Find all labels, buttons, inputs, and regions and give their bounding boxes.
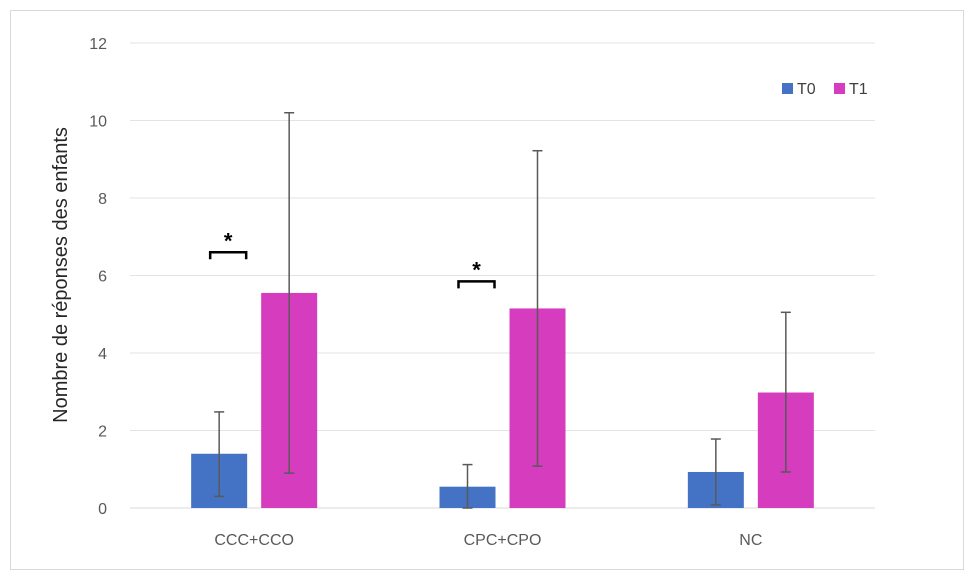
significance-annotations: ** xyxy=(208,228,496,289)
y-tick-label: 8 xyxy=(98,191,107,208)
x-tick-label: CCC+CCO xyxy=(214,532,294,549)
y-tick-label: 6 xyxy=(98,269,107,286)
legend-label: T1 xyxy=(849,81,868,98)
significance-star: * xyxy=(224,228,233,253)
y-axis-title: Nombre de réponses des enfants xyxy=(50,127,72,423)
error-bar xyxy=(780,311,791,473)
error-bar xyxy=(462,463,473,509)
error-bar xyxy=(532,149,543,467)
y-tick-label: 0 xyxy=(98,501,107,518)
x-tick-label: CPC+CPO xyxy=(464,532,542,549)
legend-label: T0 xyxy=(797,81,816,98)
significance-bracket: * xyxy=(208,228,248,260)
x-tick-label: NC xyxy=(739,532,762,549)
y-tick-label: 10 xyxy=(89,114,107,131)
error-bars xyxy=(214,112,791,509)
legend-swatch xyxy=(834,83,845,94)
significance-star: * xyxy=(472,257,481,282)
legend: T0 T1 xyxy=(782,81,868,98)
y-axis-ticks: 0 2 4 6 8 10 12 xyxy=(89,36,107,518)
gridlines xyxy=(130,42,875,509)
bars xyxy=(191,292,814,508)
y-tick-label: 2 xyxy=(98,424,107,441)
significance-bracket: * xyxy=(457,257,496,289)
legend-swatch xyxy=(782,83,793,94)
x-axis-ticks: CCC+CCO CPC+CPO NC xyxy=(214,532,762,549)
error-bar xyxy=(284,112,295,474)
legend-item-t0: T0 xyxy=(782,81,816,98)
error-bar xyxy=(214,411,225,498)
error-bar xyxy=(710,438,721,506)
y-tick-label: 12 xyxy=(89,36,107,53)
y-tick-label: 4 xyxy=(98,346,107,363)
legend-item-t1: T1 xyxy=(834,81,868,98)
